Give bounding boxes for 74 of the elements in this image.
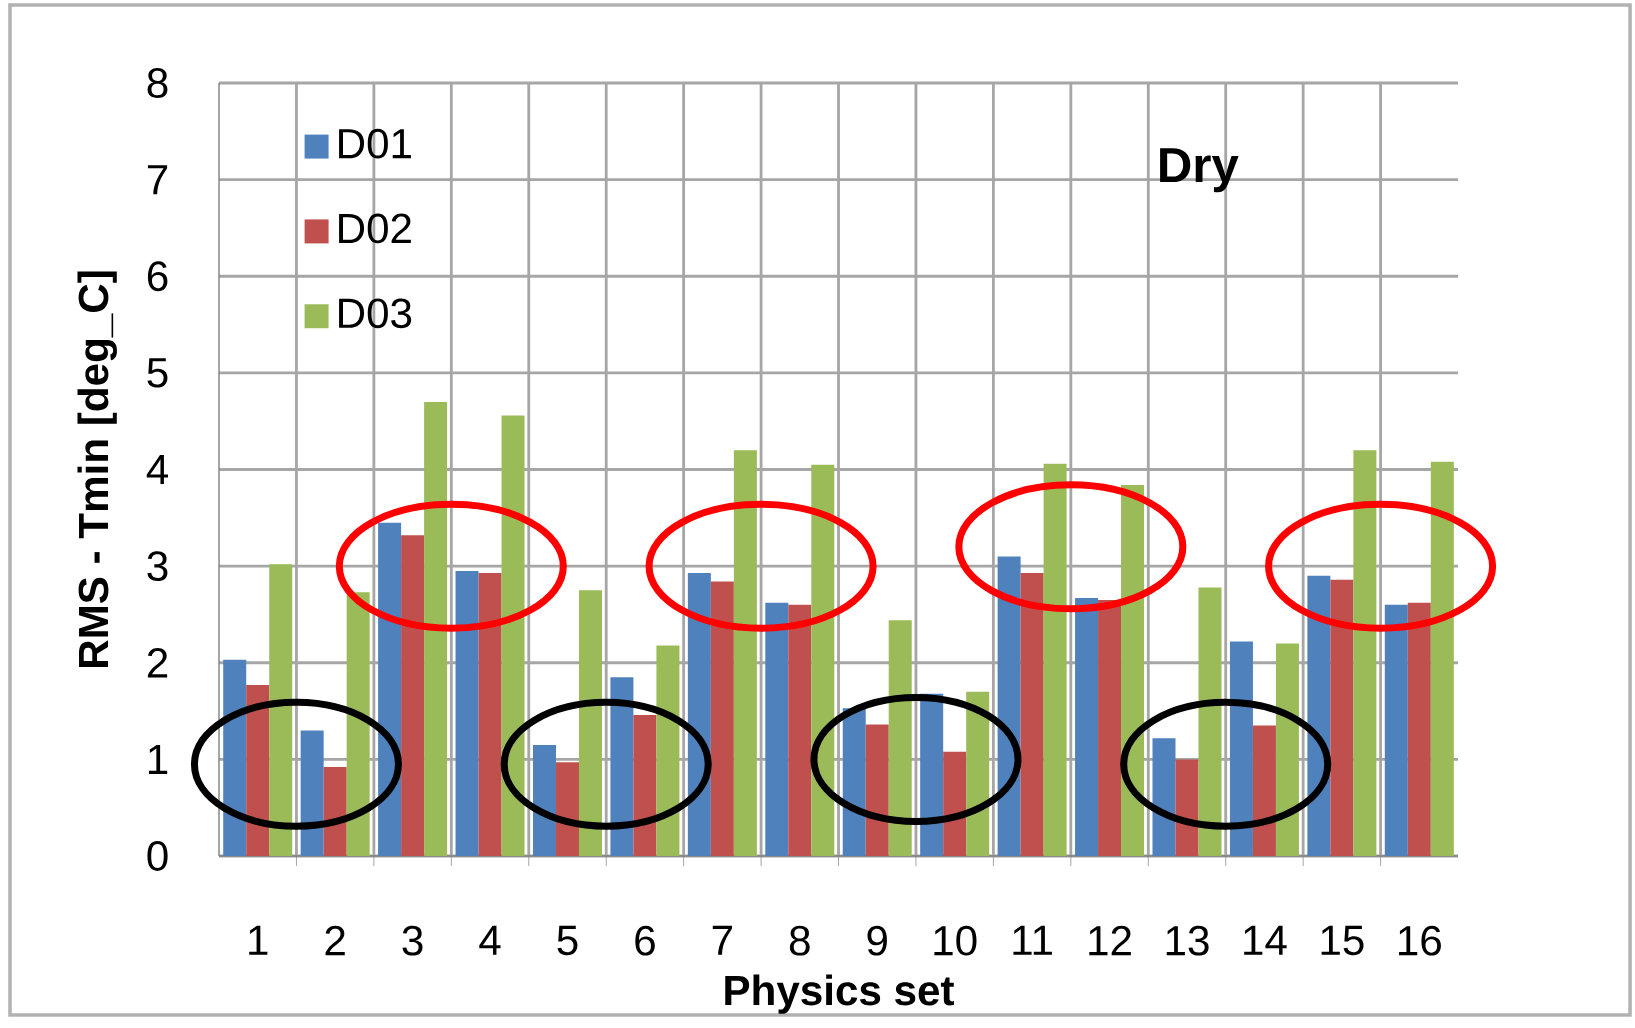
bar: [1407, 602, 1431, 857]
bar: [555, 762, 579, 857]
bar: [1198, 587, 1222, 857]
x-tick-label: 10: [934, 925, 977, 956]
bar: [1075, 598, 1099, 857]
x-tick-label: 12: [1089, 925, 1131, 956]
y-tick-label: 3: [147, 551, 168, 582]
bar: [865, 724, 889, 857]
y-tick-label: 6: [147, 261, 168, 292]
bar: [424, 401, 448, 857]
y-tick-label: 7: [147, 165, 168, 195]
legend-label: D01: [339, 128, 411, 159]
bar: [1430, 461, 1454, 857]
bar: [501, 415, 525, 857]
x-tick-label: 1: [249, 925, 268, 955]
y-tick-label: 5: [147, 358, 168, 388]
bar: [943, 751, 967, 857]
bar: [1275, 643, 1299, 857]
bar: [300, 730, 324, 857]
bar: [1229, 641, 1253, 857]
bar: [765, 602, 789, 857]
bar: [888, 620, 912, 857]
bar: [733, 450, 757, 857]
x-tick-label: 9: [867, 925, 887, 956]
bar: [1020, 572, 1044, 857]
x-tick-label: 7: [712, 925, 732, 955]
legend-label: D03: [339, 298, 412, 329]
x-tick-label: 11: [1013, 925, 1052, 955]
bar: [323, 767, 347, 857]
x-tick-label: 5: [557, 925, 578, 956]
bar: [1384, 604, 1408, 857]
bar: [378, 522, 402, 857]
bar: [455, 571, 479, 857]
bar: [1152, 738, 1176, 857]
bar: [966, 691, 990, 857]
bar: [656, 645, 680, 857]
x-tick-label: 3: [402, 925, 423, 956]
x-tick-label: 4: [479, 925, 501, 955]
bar: [346, 592, 370, 857]
bar: [1175, 759, 1199, 857]
bar: [710, 581, 734, 857]
bar: [1098, 600, 1122, 857]
y-tick-label: 0: [147, 841, 168, 871]
bar: [842, 708, 866, 857]
y-tick-label: 8: [147, 68, 168, 98]
bar: [788, 604, 812, 857]
x-tick-label: 15: [1321, 925, 1364, 956]
bar: [1353, 450, 1377, 857]
bar: [478, 572, 502, 857]
x-tick-label: 13: [1166, 925, 1209, 956]
x-tick-label: 6: [635, 925, 655, 956]
legend-label: D02: [339, 213, 411, 244]
bar: [1330, 579, 1354, 857]
bar: [401, 535, 425, 857]
bar: [610, 677, 634, 857]
bar: [246, 685, 270, 857]
bar: [578, 590, 602, 857]
y-axis-title: RMS - Tmin [deg_C]: [77, 271, 117, 668]
x-tick-label: 16: [1399, 925, 1441, 956]
x-axis-title: Physics set: [725, 974, 954, 1014]
bar: [920, 693, 944, 857]
bar: [269, 564, 293, 857]
bar: [1043, 463, 1067, 857]
y-tick-label: 2: [147, 648, 168, 678]
y-tick-label: 1: [148, 744, 168, 774]
text: Dry: [1160, 148, 1239, 193]
x-tick-label: 8: [789, 925, 810, 956]
bar: [532, 744, 556, 857]
bar: [1252, 725, 1276, 857]
y-tick-label: 4: [146, 455, 168, 485]
bar: [633, 715, 657, 857]
x-tick-label: 2: [325, 925, 345, 956]
bar: [223, 659, 247, 857]
x-tick-label: 14: [1244, 925, 1287, 955]
